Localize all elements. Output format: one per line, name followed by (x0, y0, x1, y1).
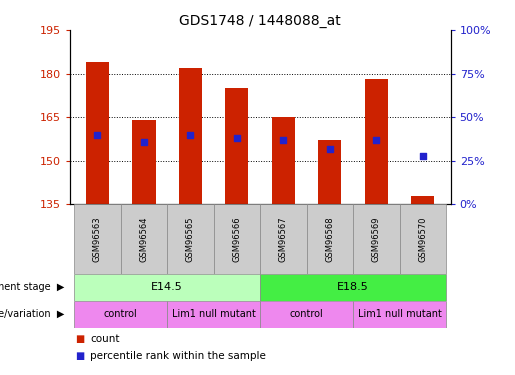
Bar (260, 274, 446, 301)
Bar (260, 301, 353, 328)
Text: genotype/variation  ▶: genotype/variation ▶ (0, 309, 64, 319)
Bar (225, 88, 248, 204)
Text: count: count (90, 334, 119, 344)
Point (325, 146, 334, 152)
Bar (272, 117, 295, 204)
Point (372, 137, 381, 143)
Title: GDS1748 / 1448088_at: GDS1748 / 1448088_at (179, 13, 341, 28)
Bar (214, 204, 260, 274)
Point (93, 132, 101, 138)
Text: GSM96567: GSM96567 (279, 216, 288, 262)
Text: GSM96564: GSM96564 (140, 216, 148, 262)
Bar (86, 62, 109, 204)
Bar (353, 204, 400, 274)
Point (279, 137, 287, 143)
Bar (179, 68, 202, 204)
Text: GSM96568: GSM96568 (325, 216, 334, 262)
Bar (121, 204, 167, 274)
Text: control: control (289, 309, 323, 319)
Text: GSM96570: GSM96570 (418, 216, 427, 262)
Bar (74, 274, 260, 301)
Text: control: control (104, 309, 138, 319)
Text: ■: ■ (75, 334, 84, 344)
Bar (411, 196, 434, 204)
Bar (167, 301, 260, 328)
Point (186, 132, 195, 138)
Text: GSM96569: GSM96569 (372, 216, 381, 262)
Bar (400, 204, 446, 274)
Text: development stage  ▶: development stage ▶ (0, 282, 64, 292)
Text: ■: ■ (75, 351, 84, 361)
Bar (306, 204, 353, 274)
Text: percentile rank within the sample: percentile rank within the sample (90, 351, 266, 361)
Bar (132, 120, 156, 204)
Bar (74, 301, 167, 328)
Text: E14.5: E14.5 (151, 282, 183, 292)
Point (419, 153, 427, 159)
Bar (353, 301, 446, 328)
Text: Lim1 null mutant: Lim1 null mutant (171, 309, 255, 319)
Point (140, 139, 148, 145)
Text: Lim1 null mutant: Lim1 null mutant (357, 309, 441, 319)
Text: GSM96563: GSM96563 (93, 216, 102, 262)
Bar (318, 141, 341, 204)
Bar (260, 204, 306, 274)
Bar (167, 204, 214, 274)
Text: GSM96566: GSM96566 (232, 216, 242, 262)
Text: E18.5: E18.5 (337, 282, 369, 292)
Bar (74, 204, 121, 274)
Point (233, 135, 241, 141)
Text: GSM96565: GSM96565 (186, 216, 195, 262)
Bar (365, 80, 388, 204)
